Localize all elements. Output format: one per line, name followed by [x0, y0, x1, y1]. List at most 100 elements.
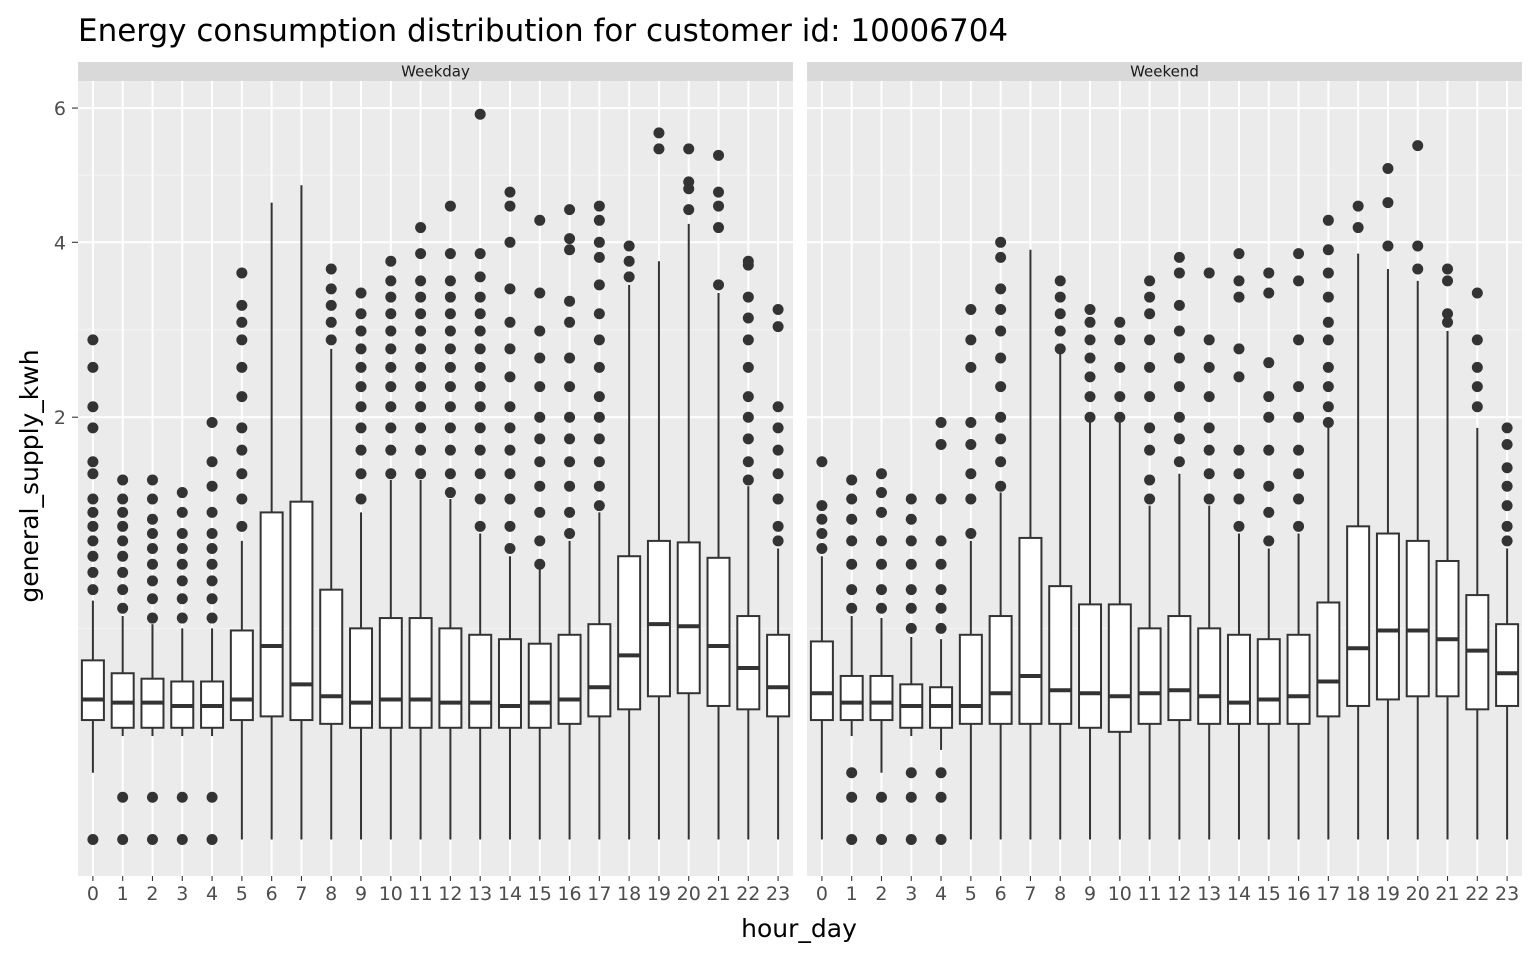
outlier-point [846, 474, 858, 486]
outlier-point [593, 361, 605, 373]
outlier-point [236, 316, 248, 328]
x-tick-label: 1 [117, 883, 129, 905]
box-hour-21 [706, 149, 731, 840]
outlier-point [474, 343, 486, 355]
box-hour-16 [557, 204, 582, 840]
box-body [1316, 601, 1341, 718]
outlier-point [1203, 334, 1215, 346]
outlier-point [1054, 325, 1066, 337]
box-body [1197, 627, 1222, 725]
outlier-point [87, 834, 99, 845]
outlier-point [1263, 267, 1275, 279]
outlier-point [1054, 308, 1066, 320]
outlier-point [1293, 520, 1305, 532]
outlier-point [415, 381, 427, 393]
outlier-point [1203, 267, 1215, 279]
outlier-point [1233, 275, 1245, 287]
box-hour-14 [497, 186, 522, 840]
outlier-point [1322, 291, 1334, 303]
outlier-point [1233, 520, 1245, 532]
box-body [229, 629, 254, 722]
outlier-point [564, 411, 576, 423]
outlier-point [1442, 275, 1454, 287]
outlier-point [1442, 263, 1454, 275]
outlier-point [534, 381, 546, 393]
outlier-point [385, 468, 397, 480]
outlier-point [593, 214, 605, 226]
outlier-point [742, 334, 754, 346]
outlier-point [593, 480, 605, 492]
outlier-point [935, 493, 947, 505]
outlier-point [1173, 267, 1185, 279]
box-body [869, 674, 894, 722]
outlier-point [1412, 140, 1424, 152]
x-tick-label: 15 [1257, 883, 1281, 905]
outlier-point [415, 361, 427, 373]
box-body [1405, 539, 1430, 698]
outlier-point [1084, 316, 1096, 328]
outlier-point [1471, 287, 1483, 299]
box-hour-20 [1405, 140, 1430, 840]
box-body [1078, 603, 1103, 729]
outlier-point [87, 506, 99, 518]
outlier-point [772, 321, 784, 333]
outlier-point [206, 542, 218, 554]
x-tick-label: 21 [1435, 883, 1459, 905]
outlier-point [1322, 361, 1334, 373]
outlier-point [965, 361, 977, 373]
x-tick-label: 14 [498, 883, 522, 905]
outlier-point [1173, 299, 1185, 311]
y-axis-title: general_supply_kwh [15, 349, 44, 602]
box-hour-17 [1316, 214, 1341, 840]
box-hour-1 [839, 474, 864, 845]
x-tick-label: 3 [176, 883, 188, 905]
box-hour-8 [1048, 275, 1073, 840]
outlier-point [146, 558, 158, 570]
outlier-point [1412, 263, 1424, 275]
outlier-point [995, 251, 1007, 263]
outlier-point [1203, 468, 1215, 480]
box-hour-12 [438, 200, 463, 840]
outlier-point [444, 468, 456, 480]
outlier-point [385, 381, 397, 393]
outlier-point [1233, 493, 1245, 505]
x-tick-label: 6 [995, 883, 1007, 905]
box-body [1435, 559, 1460, 698]
outlier-point [772, 535, 784, 547]
outlier-point [444, 361, 456, 373]
box-body [1018, 536, 1043, 725]
outlier-point [1293, 468, 1305, 480]
facet-strip-label: Weekday [401, 63, 470, 81]
box-body [1107, 603, 1132, 733]
outlier-point [236, 422, 248, 434]
outlier-point [87, 566, 99, 578]
outlier-point [564, 204, 576, 216]
outlier-point [146, 575, 158, 587]
outlier-point [564, 244, 576, 256]
outlier-point [593, 200, 605, 212]
outlier-point [474, 401, 486, 413]
outlier-point [534, 456, 546, 468]
x-tick-label: 17 [1316, 883, 1340, 905]
outlier-point [995, 480, 1007, 492]
box-hour-21 [1435, 263, 1460, 840]
outlier-point [146, 542, 158, 554]
outlier-point [206, 480, 218, 492]
box-body [408, 617, 433, 729]
outlier-point [117, 474, 129, 486]
outlier-point [236, 493, 248, 505]
outlier-point [905, 558, 917, 570]
outlier-point [593, 456, 605, 468]
outlier-point [1084, 391, 1096, 403]
outlier-point [995, 456, 1007, 468]
box-hour-19 [1375, 162, 1400, 840]
outlier-point [444, 422, 456, 434]
outlier-point [713, 279, 725, 291]
outlier-point [1501, 520, 1513, 532]
outlier-point [146, 593, 158, 605]
box-hour-11 [408, 222, 433, 840]
box-hour-22 [736, 255, 761, 840]
x-tick-label: 7 [295, 883, 307, 905]
box-hour-18 [1346, 200, 1371, 840]
x-tick-label: 20 [677, 883, 701, 905]
